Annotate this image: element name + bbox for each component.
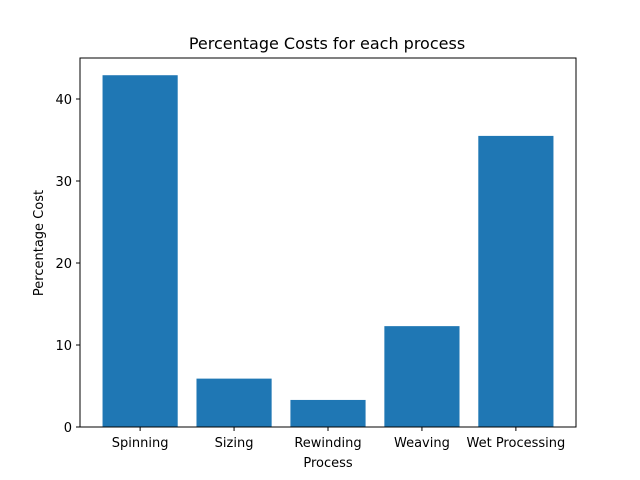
bar-weaving <box>384 326 460 427</box>
bars-group <box>102 75 554 427</box>
chart-title: Percentage Costs for each process <box>189 34 465 53</box>
plot-frame <box>79 57 577 428</box>
y-tick-label: 0 <box>64 421 72 436</box>
x-tick-label: Rewinding <box>294 436 361 451</box>
x-tick-label: Sizing <box>215 436 254 451</box>
x-tick-label: Spinning <box>112 436 169 451</box>
x-tick-label: Wet Processing <box>467 436 566 451</box>
x-tick-label: Weaving <box>394 436 450 451</box>
x-axis-ticks: Spinning Sizing Rewinding Weaving Wet Proces… <box>112 427 565 451</box>
y-tick-label: 10 <box>55 339 72 354</box>
bar-sizing <box>196 378 272 427</box>
bar-spinning <box>102 75 178 427</box>
y-axis-ticks: 0 10 20 30 40 <box>55 93 80 436</box>
x-axis-label: Process <box>303 456 353 471</box>
y-tick-label: 40 <box>55 93 72 108</box>
bar-rewinding <box>290 399 366 427</box>
bar-wet-processing <box>478 135 554 427</box>
y-tick-label: 20 <box>55 257 72 272</box>
y-tick-label: 30 <box>55 175 72 190</box>
y-axis-label: Percentage Cost <box>32 190 47 296</box>
